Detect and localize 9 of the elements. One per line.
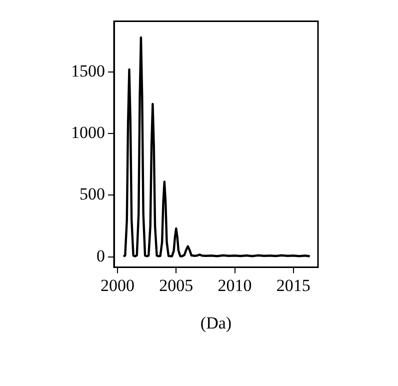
x-tick-label: 2000 <box>100 276 135 295</box>
y-tick-label: 500 <box>80 184 105 204</box>
y-tick-label: 1500 <box>71 61 105 80</box>
x-tick-label: 2005 <box>159 276 194 295</box>
y-tick-label: 1000 <box>71 123 105 142</box>
x-tick-label: 2015 <box>276 276 310 295</box>
x-axis-title: (Da) <box>200 313 232 332</box>
y-tick-label: 0 <box>96 246 105 266</box>
x-tick-label: 2010 <box>218 276 252 295</box>
